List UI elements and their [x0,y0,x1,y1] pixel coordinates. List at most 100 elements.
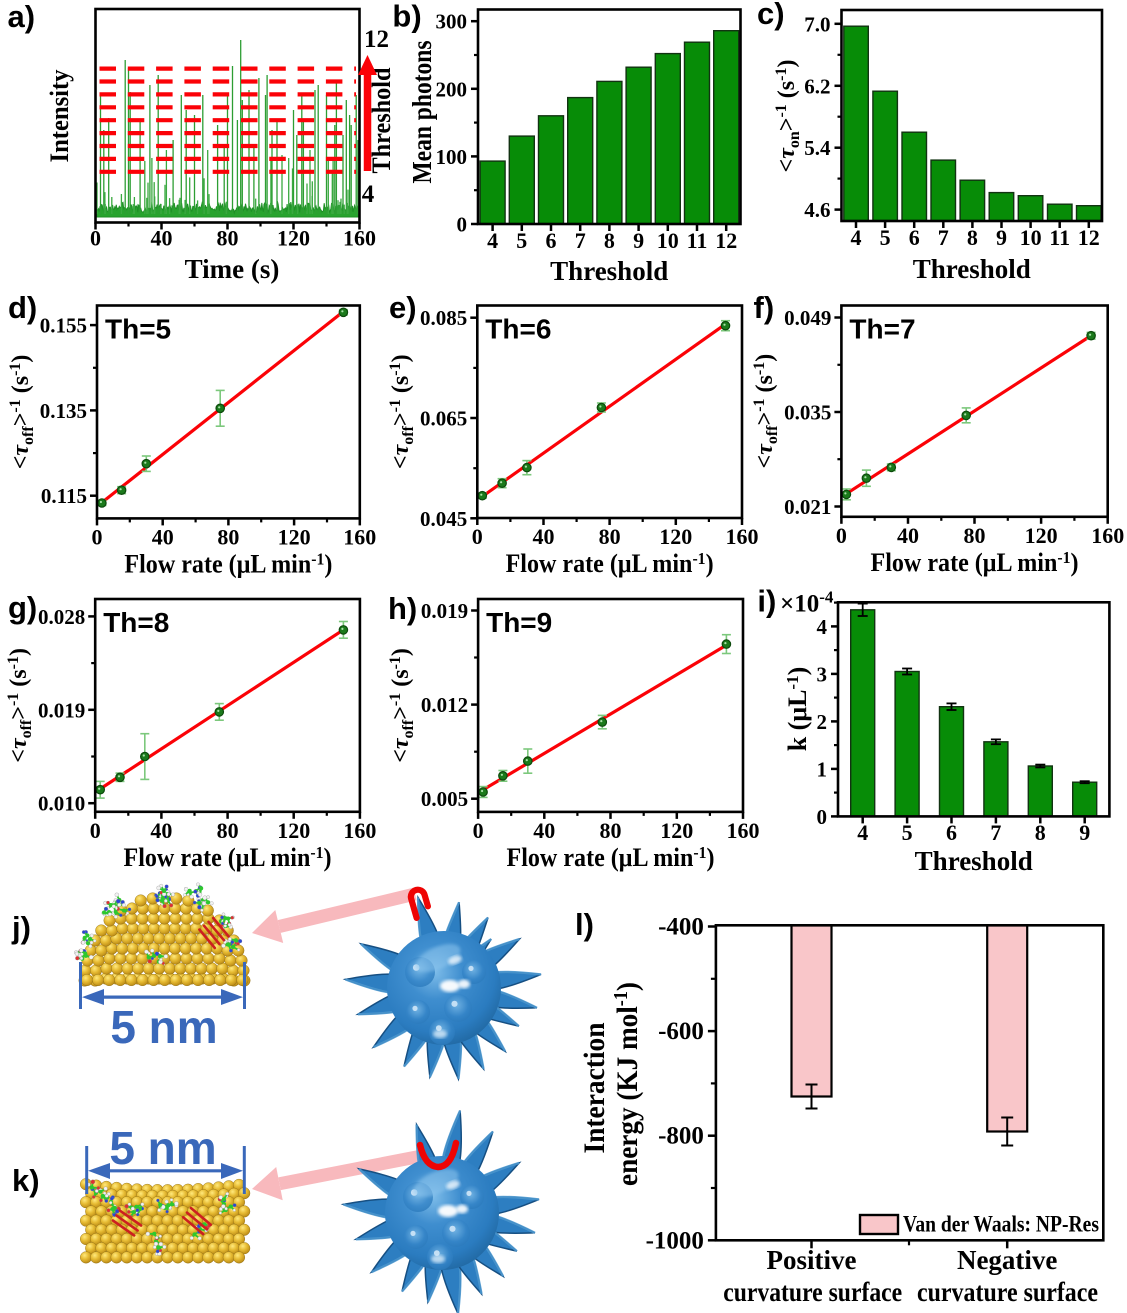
svg-text:Threshold: Threshold [550,256,668,286]
svg-text:11: 11 [687,228,708,253]
svg-text:9: 9 [1079,820,1090,845]
svg-text:0.005: 0.005 [421,787,468,811]
svg-text:Th=9: Th=9 [486,607,552,638]
svg-text:300: 300 [436,10,468,34]
svg-text:i): i) [757,584,776,619]
svg-text:6.2: 6.2 [804,74,830,98]
svg-text:120: 120 [1025,523,1058,548]
svg-text:h): h) [388,591,417,626]
svg-text:b): b) [392,0,421,34]
svg-text:9: 9 [633,228,644,253]
svg-text:120: 120 [277,226,310,251]
svg-text:80: 80 [217,226,239,251]
svg-text:0: 0 [92,524,103,549]
svg-text:Mean photons: Mean photons [407,41,437,184]
svg-text:0.065: 0.065 [420,407,467,431]
svg-text:80: 80 [600,818,622,843]
svg-text:100: 100 [436,145,468,169]
svg-text:0.135: 0.135 [40,399,87,423]
svg-text:5.4: 5.4 [804,136,831,160]
svg-text:Th=6: Th=6 [485,314,551,345]
svg-text:12: 12 [715,228,737,253]
svg-text:Van der Waals: NP-Res: Van der Waals: NP-Res [903,1212,1099,1237]
svg-text:0.021: 0.021 [784,495,831,519]
svg-text:Time (s): Time (s) [185,254,280,284]
svg-text:80: 80 [599,524,621,549]
svg-text:Th=8: Th=8 [103,607,169,638]
svg-text:80: 80 [217,818,239,843]
svg-text:-1000: -1000 [646,1227,704,1254]
svg-text:Th=7: Th=7 [849,314,915,345]
svg-text:6: 6 [909,225,920,250]
svg-text:Threshold: Threshold [915,846,1033,876]
svg-text:6: 6 [946,820,957,845]
svg-text:-600: -600 [658,1018,704,1045]
svg-text:0.155: 0.155 [40,314,87,338]
svg-text:g): g) [8,590,37,625]
svg-text:0: 0 [457,213,468,237]
svg-text:curvature surface: curvature surface [723,1277,902,1307]
svg-text:curvature surface: curvature surface [917,1277,1098,1307]
svg-text:0: 0 [90,818,101,843]
svg-text:40: 40 [150,818,172,843]
svg-text:120: 120 [659,524,692,549]
svg-text:7: 7 [990,820,1001,845]
svg-text:5: 5 [516,228,527,253]
svg-text:Flow rate (μL min-1): Flow rate (μL min-1) [507,843,715,872]
svg-text:0: 0 [472,524,483,549]
svg-text:Flow rate (μL min-1): Flow rate (μL min-1) [124,549,332,578]
svg-text:Flow rate (μL min-1): Flow rate (μL min-1) [124,843,332,872]
svg-text:5: 5 [880,225,891,250]
svg-text:120: 120 [278,524,311,549]
svg-text:Positive: Positive [767,1245,857,1275]
svg-text:Th=5: Th=5 [105,314,171,345]
svg-text:-800: -800 [658,1123,704,1150]
svg-text:Threshold: Threshold [367,67,396,173]
svg-text:0.019: 0.019 [421,599,468,623]
svg-text:0.012: 0.012 [421,693,468,717]
svg-text:7: 7 [575,228,586,253]
svg-text:Interaction: Interaction [578,1022,611,1153]
svg-text:4: 4 [817,615,828,639]
svg-text:160: 160 [343,524,376,549]
svg-text:40: 40 [897,523,919,548]
svg-text:4: 4 [851,225,862,250]
svg-text:0.045: 0.045 [420,507,467,531]
svg-text:0.010: 0.010 [38,792,85,816]
svg-text:200: 200 [436,77,468,101]
svg-text:4.6: 4.6 [804,198,830,222]
svg-text:Negative: Negative [957,1245,1057,1275]
svg-text:3: 3 [817,662,828,686]
svg-text:0.049: 0.049 [784,306,831,330]
svg-text:4: 4 [487,228,498,253]
svg-text:12: 12 [364,26,389,53]
svg-text:80: 80 [964,523,986,548]
svg-text:8: 8 [967,225,978,250]
svg-text:10: 10 [657,228,679,253]
svg-text:120: 120 [277,818,310,843]
svg-text:Intensity: Intensity [45,70,74,163]
svg-text:160: 160 [343,818,376,843]
svg-text:0: 0 [90,226,101,251]
svg-text:40: 40 [533,818,555,843]
svg-text:energy (KJ mol-1): energy (KJ mol-1) [610,982,644,1186]
svg-text:6: 6 [546,228,557,253]
svg-text:5 nm: 5 nm [109,1122,216,1174]
svg-text:Flow rate (μL min-1): Flow rate (μL min-1) [506,549,714,578]
svg-text:d): d) [8,290,37,325]
svg-text:a): a) [8,0,36,34]
svg-text:e): e) [389,290,417,325]
svg-text:8: 8 [604,228,615,253]
svg-text:4: 4 [857,820,868,845]
svg-text:40: 40 [152,524,174,549]
svg-text:0.035: 0.035 [784,401,831,425]
svg-text:40: 40 [151,226,173,251]
svg-text:160: 160 [343,226,376,251]
svg-text:0.019: 0.019 [38,698,85,722]
svg-text:80: 80 [217,524,239,549]
svg-text:0: 0 [836,523,847,548]
svg-text:l): l) [575,907,594,942]
svg-text:5 nm: 5 nm [110,1001,217,1053]
svg-text:Threshold: Threshold [913,254,1031,284]
svg-text:k): k) [12,1163,40,1198]
